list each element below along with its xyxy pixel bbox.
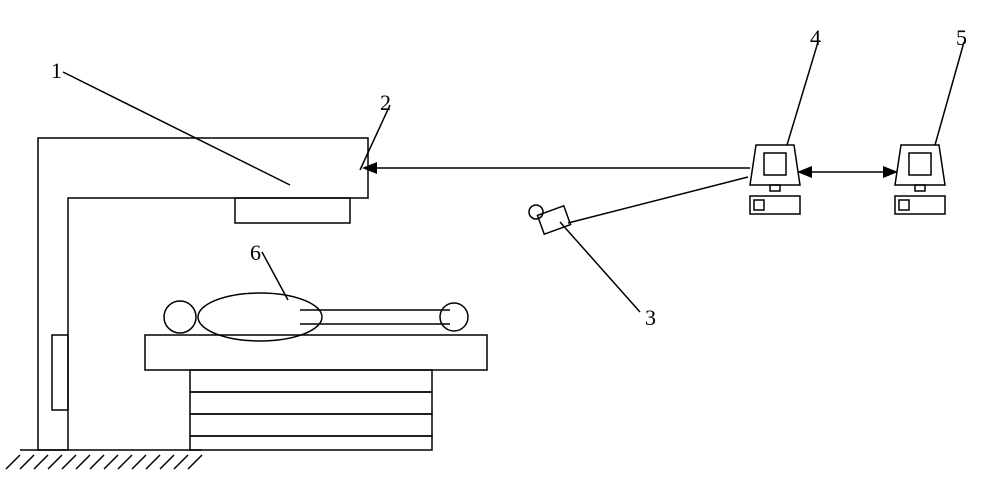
- label-4: 4: [810, 25, 821, 51]
- label-6: 6: [250, 240, 261, 266]
- label-1: 1: [51, 58, 62, 84]
- label-5: 5: [956, 25, 967, 51]
- label-3: 3: [645, 305, 656, 331]
- label-2: 2: [380, 90, 391, 116]
- diagram-svg: [0, 0, 1000, 504]
